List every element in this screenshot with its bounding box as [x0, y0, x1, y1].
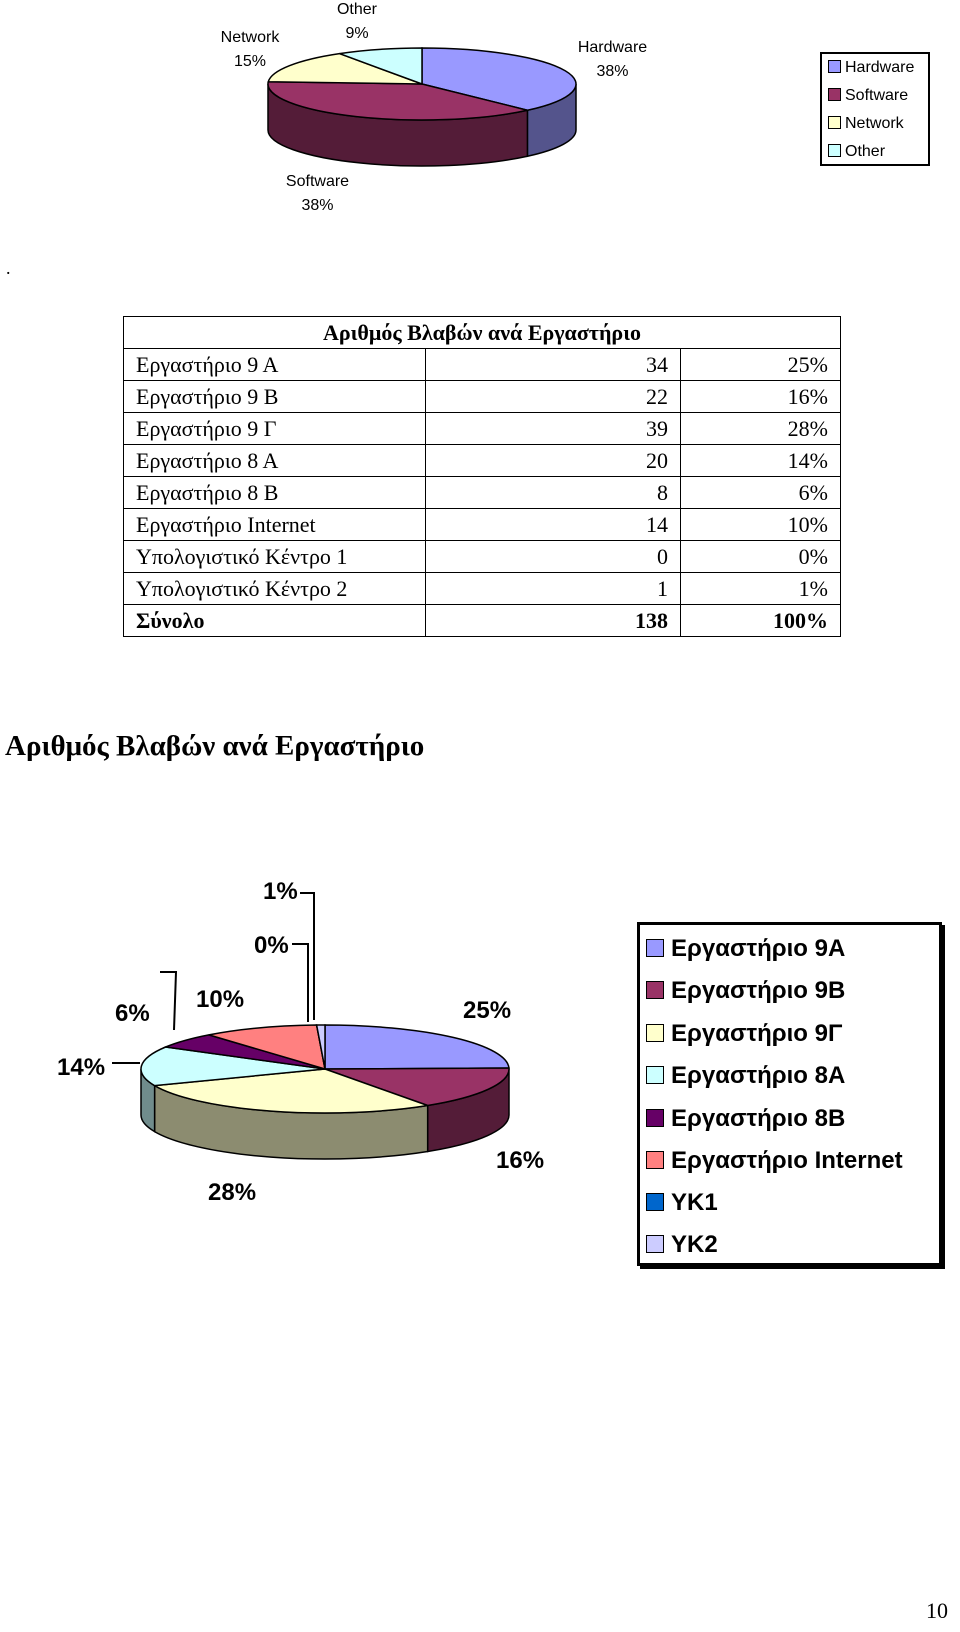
- pie2-label-14pct: 14%: [57, 1054, 106, 1081]
- row-label: Υπολογιστικό Κέντρο 1: [123, 540, 426, 573]
- pie1-slice-2: [267, 80, 528, 121]
- row-label: Εργαστήριο 8 Α: [123, 444, 426, 477]
- table-row: Εργαστήριο 9 Α 34 25%: [123, 348, 841, 381]
- row-count: 34: [425, 348, 681, 381]
- swatch-icon: [646, 1192, 664, 1211]
- swatch-icon: [828, 143, 841, 157]
- swatch-icon: [828, 59, 841, 73]
- row-percent: 14%: [680, 444, 841, 477]
- row-label: Εργαστήριο 9 Β: [123, 380, 426, 413]
- row-count: 22: [425, 380, 681, 413]
- pie2-label-28pct: 28%: [208, 1179, 257, 1206]
- pie2-legend-item-internet: Εργαστήριο Internet: [646, 1141, 903, 1181]
- row-count: 14: [425, 508, 681, 541]
- row-label: Υπολογιστικό Κέντρο 2: [123, 572, 426, 605]
- swatch-icon: [646, 1023, 664, 1042]
- swatch-icon: [646, 938, 664, 957]
- separator-dot: .: [6, 258, 11, 278]
- row-percent: 25%: [680, 348, 841, 381]
- pie2-slice-1: [324, 1024, 510, 1070]
- swatch-icon: [828, 87, 841, 101]
- pie2-label-0pct: 0%: [254, 932, 289, 959]
- table-row: Εργαστήριο Internet 14 10%: [123, 508, 841, 541]
- pie2-label-6pct: 6%: [115, 1000, 150, 1027]
- total-percent: 100%: [680, 604, 841, 637]
- row-label: Εργαστήριο 9 Γ: [123, 412, 426, 445]
- pie2-legend-item-yk1: ΥΚ1: [646, 1183, 718, 1223]
- pie2-legend-item-9b: Εργαστήριο 9Β: [646, 971, 845, 1011]
- row-label: Εργαστήριο 8 Β: [123, 476, 426, 509]
- row-percent: 0%: [680, 540, 841, 573]
- pie2-legend-item-8a: Εργαστήριο 8Α: [646, 1056, 845, 1096]
- row-percent: 16%: [680, 380, 841, 413]
- pie-chart-failure-types: [267, 47, 577, 167]
- table-row: Εργαστήριο 9 Γ 39 28%: [123, 412, 841, 445]
- row-count: 39: [425, 412, 681, 445]
- table-row: Εργαστήριο 8 Α 20 14%: [123, 444, 841, 477]
- pie1-label-hardware: Hardware 38%: [577, 39, 648, 80]
- pie2-leader-line: [292, 943, 309, 1022]
- swatch-icon: [646, 980, 664, 999]
- pie2-leader-line: [160, 971, 178, 1031]
- row-count: 0: [425, 540, 681, 573]
- table-caption: Αριθμός Βλαβών ανά Εργαστήριο: [123, 316, 841, 349]
- faults-table: Αριθμός Βλαβών ανά Εργαστήριο Εργαστήριο…: [123, 316, 841, 637]
- pie2-leader-line: [300, 892, 315, 1020]
- table-row: Εργαστήριο 8 Β 8 6%: [123, 476, 841, 509]
- row-label: Εργαστήριο 9 Α: [123, 348, 426, 381]
- row-label: Εργαστήριο Internet: [123, 508, 426, 541]
- pie1-label-network: Network 15%: [220, 29, 280, 70]
- section-heading: Αριθμός Βλαβών ανά Εργαστήριο: [5, 730, 425, 762]
- pie2-slice-4: [140, 1046, 326, 1087]
- pie2-legend-item-9a: Εργαστήριο 9Α: [646, 929, 845, 969]
- swatch-icon: [646, 1234, 664, 1253]
- pie2-slice-6: [208, 1024, 326, 1071]
- row-count: 20: [425, 444, 681, 477]
- pie1-legend-item-software: Software: [828, 86, 908, 106]
- pie2-label-1pct: 1%: [263, 878, 298, 905]
- swatch-icon: [646, 1108, 664, 1127]
- total-count: 138: [425, 604, 681, 637]
- pie2-slice-8: [315, 1024, 326, 1070]
- pie2-label-25pct: 25%: [463, 997, 512, 1024]
- pie1-slice-3: [267, 52, 423, 85]
- pie2-slice-2: [324, 1067, 510, 1107]
- swatch-icon: [646, 1150, 664, 1169]
- pie2-label-16pct: 16%: [496, 1147, 545, 1174]
- total-label: Σύνολο: [123, 604, 426, 637]
- table-caption-row: Αριθμός Βλαβών ανά Εργαστήριο: [123, 316, 841, 349]
- pie1-legend-item-other: Other: [828, 142, 885, 162]
- pie1-legend: Hardware Software Network Other: [820, 52, 930, 166]
- pie2-legend: Εργαστήριο 9Α Εργαστήριο 9Β Εργαστήριο 9…: [637, 922, 942, 1266]
- pie2-legend-item-9g: Εργαστήριο 9Γ: [646, 1014, 842, 1054]
- pie1-legend-item-network: Network: [828, 114, 904, 134]
- row-percent: 1%: [680, 572, 841, 605]
- pie2-label-10pct: 10%: [196, 986, 245, 1013]
- swatch-icon: [646, 1065, 664, 1084]
- pie-chart-faults-per-lab: [112, 892, 510, 1160]
- pie2-legend-item-8b: Εργαστήριο 8Β: [646, 1099, 845, 1139]
- pie1-label-other: Other 9%: [336, 1, 377, 42]
- pie1-slice-4: [339, 47, 423, 86]
- table-total-row: Σύνολο 138 100%: [123, 604, 841, 637]
- swatch-icon: [828, 115, 841, 129]
- page-number: 10: [926, 1598, 948, 1623]
- pie2-slice-3: [152, 1068, 428, 1114]
- row-percent: 10%: [680, 508, 841, 541]
- table-row: Εργαστήριο 9 Β 22 16%: [123, 380, 841, 413]
- row-percent: 28%: [680, 412, 841, 445]
- pie1-label-software: Software 38%: [285, 173, 350, 214]
- row-percent: 6%: [680, 476, 841, 509]
- table-row: Υπολογιστικό Κέντρο 1 0 0%: [123, 540, 841, 573]
- pie1-slice-1: [421, 47, 577, 112]
- table-row: Υπολογιστικό Κέντρο 2 1 1%: [123, 572, 841, 605]
- row-count: 8: [425, 476, 681, 509]
- pie2-legend-item-yk2: ΥΚ2: [646, 1225, 718, 1265]
- pie1-legend-item-hardware: Hardware: [828, 58, 914, 78]
- row-count: 1: [425, 572, 681, 605]
